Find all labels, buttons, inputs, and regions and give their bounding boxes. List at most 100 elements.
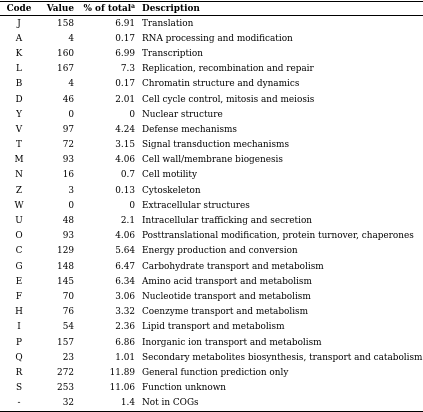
cell-description: Replication, recombination and repair: [142, 64, 314, 75]
cell-description: Cell wall/membrane biogenesis: [142, 155, 283, 166]
cell-value: 167: [57, 64, 74, 75]
table-row: G 148 6.47 Carbohydrate transport and metab…: [0, 259, 423, 274]
cell-description: Lipid transport and metabolism: [142, 322, 285, 333]
cell-value: 129: [57, 246, 74, 257]
cell-value: 0: [68, 200, 74, 211]
cell-code: F: [15, 291, 23, 302]
cell-description: Cell motility: [142, 170, 197, 181]
table-row: Y 0 0 Nuclear structure: [0, 107, 423, 122]
cell-code: Y: [16, 109, 22, 120]
cell-value: 148: [57, 261, 74, 272]
cell-value: 48: [62, 216, 74, 227]
cell-percent: 0.7: [120, 170, 135, 181]
cell-value: 54: [62, 322, 74, 333]
cell-value: 76: [62, 307, 74, 318]
header-value: Value: [38, 1, 74, 16]
header-percent: % of totala: [74, 1, 135, 16]
cell-code: O: [15, 231, 23, 242]
table-row: A 4 0.17 RNA processing and modification: [0, 31, 423, 46]
cell-value: 0: [68, 109, 74, 120]
cell-code: W: [14, 200, 24, 211]
cell-percent: 6.86: [115, 337, 135, 348]
table-row: V 97 4.24 Defense mechanisms: [0, 122, 423, 137]
cell-value: 253: [57, 383, 74, 394]
cell-code: I: [17, 322, 21, 333]
table-row: -32 1.4 Not in COGs: [0, 395, 423, 412]
cell-percent: 1.01: [115, 352, 135, 363]
cell-description: Posttranslational modification, protein …: [142, 231, 414, 242]
table-row: C 129 5.64 Energy production and conversion: [0, 244, 423, 259]
cell-percent: 0: [129, 109, 135, 120]
cell-percent: 6.99: [115, 48, 135, 59]
cell-description: Chromatin structure and dynamics: [142, 79, 300, 90]
table-row: R 272 11.89 General function prediction onl…: [0, 365, 423, 380]
cell-code: Q: [15, 352, 23, 363]
table-row: S 253 11.06 Function unknown: [0, 381, 423, 396]
table-row: H 76 3.32 Coenzyme transport and metabolism: [0, 305, 423, 320]
cell-percent: 0: [129, 200, 135, 211]
cell-description: Signal transduction mechanisms: [142, 140, 290, 151]
table-row: L 167 7.3 Replication, recombination and re…: [0, 62, 423, 77]
cell-code: V: [15, 124, 23, 135]
table-row: J 158 6.91 Translation: [0, 16, 423, 32]
cell-description: RNA processing and modification: [142, 33, 293, 44]
cell-value: 4: [68, 79, 74, 90]
cell-description: Function unknown: [142, 383, 227, 394]
header-description: Description: [135, 1, 423, 16]
cell-value: 97: [62, 124, 74, 135]
cell-percent: 6.34: [115, 276, 135, 287]
table-row: K 160 6.99 Transcription: [0, 46, 423, 61]
cell-description: Nuclear structure: [142, 109, 223, 120]
cell-percent: 5.64: [115, 246, 135, 257]
table-row: T 72 3.15 Signal transduction mechanisms: [0, 138, 423, 153]
cell-code: R: [15, 367, 23, 378]
cell-description: Nucleotide transport and metabolism: [142, 291, 311, 302]
table-row: E 145 6.34 Amino acid transport and metabol…: [0, 274, 423, 289]
cell-value: 72: [62, 140, 74, 151]
cell-percent: 4.06: [115, 155, 135, 166]
cell-percent: 3.32: [115, 307, 135, 318]
cell-code: H: [15, 307, 23, 318]
cell-description: Defense mechanisms: [142, 124, 237, 135]
header-row: Code Value % of totala Description: [0, 1, 423, 16]
cell-description: General function prediction only: [142, 367, 289, 378]
cell-value: 145: [57, 276, 74, 287]
cell-value: 16: [62, 170, 74, 181]
cell-code: J: [17, 18, 21, 29]
table-row: B 4 0.17 Chromatin structure and dynamics: [0, 77, 423, 92]
table-row: W 0 0 Extracellular structures: [0, 198, 423, 213]
table-row: O 93 4.06 Posttranslational modification, p…: [0, 229, 423, 244]
cell-percent: 0.13: [115, 185, 135, 196]
cell-percent: 0.17: [115, 79, 135, 90]
header-percent-footnote: a: [131, 2, 135, 10]
cell-percent: 2.01: [115, 94, 135, 105]
cell-percent: 2.36: [115, 322, 135, 333]
cell-code: E: [15, 276, 23, 287]
cell-description: Intracellular trafficking and secretion: [142, 216, 313, 227]
cell-value: 70: [62, 291, 74, 302]
table-header: Code Value % of totala Description: [0, 1, 423, 16]
table-row: Q 23 1.01 Secondary metabolites biosynthesi…: [0, 350, 423, 365]
cell-code: U: [15, 216, 23, 227]
cell-value: 3: [68, 185, 74, 196]
table-row: M 93 4.06 Cell wall/membrane biogenesis: [0, 153, 423, 168]
cell-description: Secondary metabolites biosynthesis, tran…: [142, 352, 423, 363]
cell-description: Inorganic ion transport and metabolism: [142, 337, 322, 348]
table-row: D 46 2.01 Cell cycle control, mitosis and m…: [0, 92, 423, 107]
table-row: F 70 3.06 Nucleotide transport and metaboli…: [0, 289, 423, 304]
cell-code: Z: [15, 185, 23, 196]
cell-description: Cytoskeleton: [142, 185, 201, 196]
cell-percent: 11.06: [109, 383, 135, 394]
cell-value: 32: [38, 395, 74, 412]
cell-value: 93: [62, 155, 74, 166]
cell-code: P: [16, 337, 22, 348]
cell-percent: 6.47: [115, 261, 135, 272]
cell-value: 23: [62, 352, 74, 363]
cell-percent: 4.24: [115, 124, 135, 135]
cell-code: G: [15, 261, 23, 272]
cell-value: 272: [57, 367, 74, 378]
cell-description: Transcription: [142, 48, 203, 59]
cell-percent: 7.3: [120, 64, 135, 75]
cell-percent: 0.17: [115, 33, 135, 44]
